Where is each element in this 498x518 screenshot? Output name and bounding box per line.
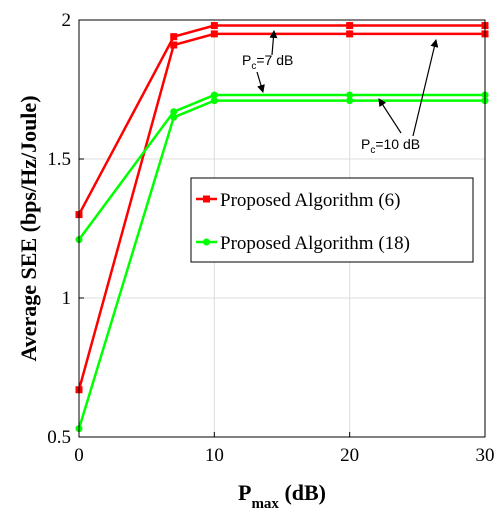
annotation-arrows bbox=[256, 30, 439, 137]
data-point bbox=[346, 22, 354, 30]
legend-marker bbox=[203, 238, 210, 246]
annotation-arrow bbox=[378, 98, 402, 134]
annotation-pc-10db: Pc=10 dB bbox=[361, 136, 420, 156]
data-point bbox=[170, 41, 178, 49]
y-tick-label: 1.5 bbox=[47, 149, 71, 170]
series-3 bbox=[75, 97, 489, 433]
y-tick-label: 0.5 bbox=[47, 427, 71, 448]
annotations: Pc=7 dB Pc=10 dB bbox=[242, 30, 439, 156]
data-point bbox=[346, 30, 354, 38]
x-tick-label: 20 bbox=[340, 445, 359, 466]
y-axis-label: Average SEE (bps/Hz/Joule) bbox=[16, 95, 41, 361]
legend-label: Proposed Algorithm (6) bbox=[220, 190, 401, 211]
data-point bbox=[170, 108, 178, 116]
data-point bbox=[210, 91, 218, 99]
plot-frame bbox=[78, 19, 486, 438]
data-point bbox=[170, 33, 178, 41]
legend-box bbox=[190, 177, 474, 263]
data-point bbox=[170, 113, 178, 121]
plot-series bbox=[75, 22, 489, 433]
data-point bbox=[346, 91, 354, 99]
data-point bbox=[210, 30, 218, 38]
series-2 bbox=[75, 91, 489, 244]
axis-ticks: 0 10 20 30 0.5 1 1.5 2 bbox=[47, 10, 494, 466]
x-tick-label: 0 bbox=[74, 445, 84, 466]
legend: Proposed Algorithm (6) Proposed Algorithm… bbox=[190, 177, 474, 263]
annotation-arrow bbox=[256, 71, 265, 93]
data-point bbox=[210, 97, 218, 105]
y-tick-label: 1 bbox=[62, 288, 72, 309]
series-line bbox=[77, 99, 485, 430]
legend-item: Proposed Algorithm (6) bbox=[196, 190, 401, 211]
data-point bbox=[210, 22, 218, 30]
legend-label: Proposed Algorithm (18) bbox=[220, 233, 410, 254]
x-axis-label: Pmax (dB) bbox=[238, 480, 326, 512]
annotation-arrow bbox=[269, 30, 278, 56]
x-tick-label: 10 bbox=[205, 445, 224, 466]
x-tick-label: 30 bbox=[476, 445, 495, 466]
legend-item: Proposed Algorithm (18) bbox=[196, 233, 410, 254]
annotation-pc-7db: Pc=7 dB bbox=[242, 52, 293, 72]
annotation-arrow bbox=[412, 39, 439, 137]
legend-marker bbox=[203, 195, 210, 203]
data-point bbox=[346, 97, 354, 105]
y-tick-label: 2 bbox=[62, 10, 72, 31]
